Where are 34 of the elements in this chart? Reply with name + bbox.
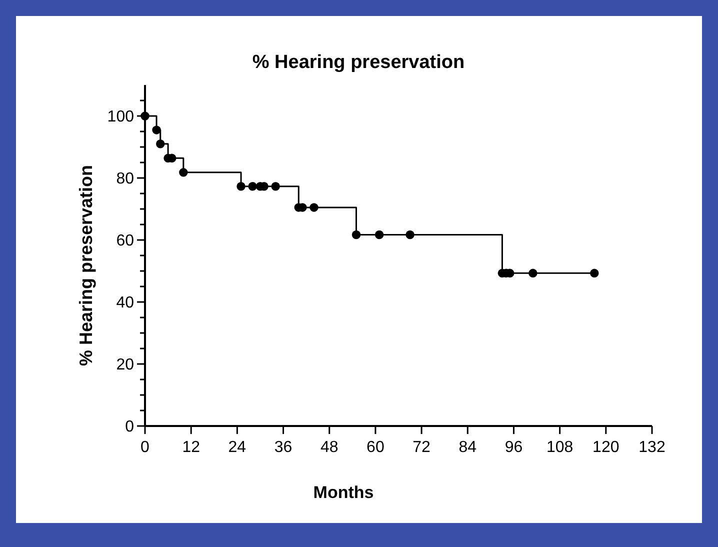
point [310, 203, 318, 212]
y-tick-label: 80 [116, 170, 134, 188]
x-tick-label: 108 [546, 439, 574, 456]
y-tick-label: 0 [125, 418, 134, 436]
point [374, 230, 384, 240]
point [590, 268, 599, 278]
x-tick-label: 36 [274, 439, 292, 456]
point [352, 230, 361, 240]
y-axis-title: % Hearing preservation [76, 164, 96, 366]
x-tick-label: 48 [320, 439, 338, 456]
y-tick-label: 20 [116, 356, 134, 374]
point [140, 112, 150, 120]
y-tick-label: 100 [107, 108, 134, 126]
x-tick-label: 84 [458, 439, 477, 456]
x-tick-label: 24 [228, 439, 246, 456]
point [156, 140, 165, 148]
x-tick-label: 120 [592, 439, 620, 456]
point [406, 230, 414, 240]
x-tick-label: 72 [412, 439, 431, 456]
point [248, 182, 257, 191]
x-tick-label: 12 [182, 439, 200, 456]
point [179, 168, 188, 177]
point [271, 182, 280, 191]
x-tick-label: 60 [366, 439, 384, 456]
point [528, 268, 538, 278]
point [236, 182, 246, 191]
x-tick-label: 0 [140, 439, 150, 456]
x-tick-label: 132 [638, 439, 666, 456]
chart-title: % Hearing preservation [252, 52, 465, 73]
x-axis-title: Months [313, 483, 374, 502]
x-tick-label: 96 [504, 439, 523, 456]
y-tick-label: 40 [116, 294, 134, 312]
y-tick-label: 60 [116, 232, 134, 250]
point [152, 126, 161, 134]
